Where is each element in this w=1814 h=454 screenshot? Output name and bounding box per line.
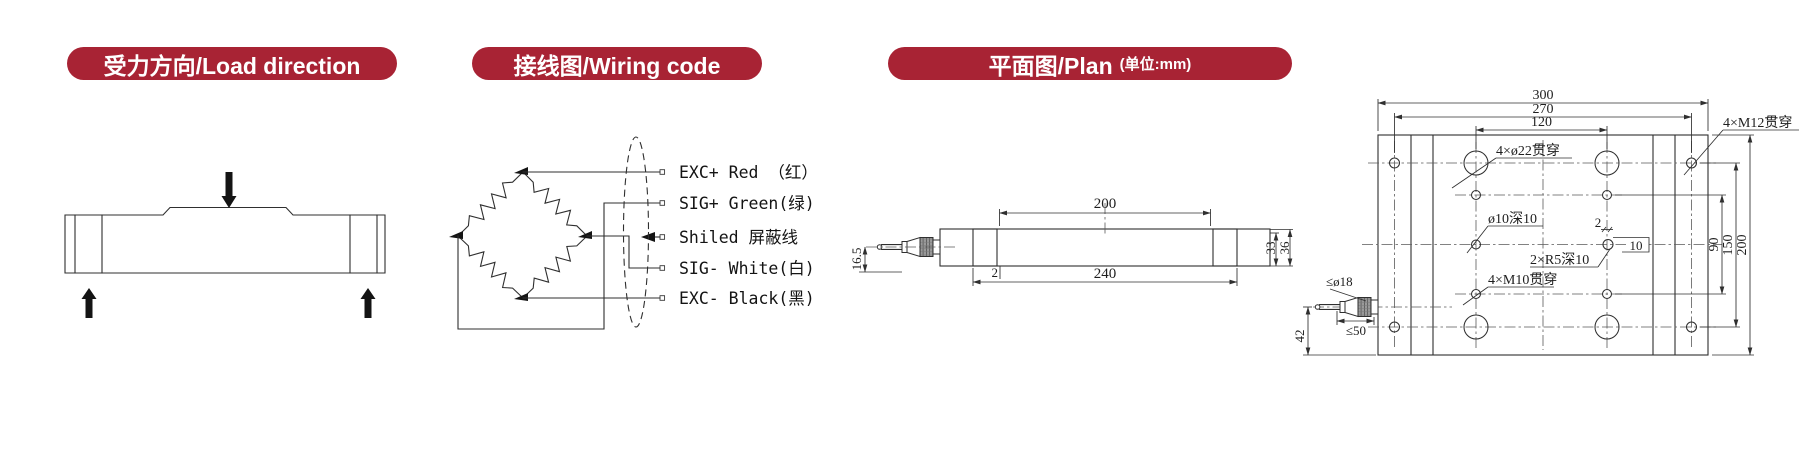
support-arrow-up-right-icon xyxy=(360,288,376,318)
plan-hole-o10 xyxy=(1470,239,1482,250)
bridge-node-markers xyxy=(449,167,592,301)
bridge-wires xyxy=(457,171,661,330)
plan-holes-o22 xyxy=(1463,150,1620,340)
header-load-direction-text: 受力方向/Load direction xyxy=(103,52,361,79)
wire-label-shield: Shiled 屏蔽线 xyxy=(679,228,798,247)
plan-holes-m10 xyxy=(1470,189,1613,300)
side-dim-top-length: 200 xyxy=(1094,196,1117,212)
header-plan-unit-text: (单位:mm) xyxy=(1119,56,1192,73)
plan-dim-height-outer: 200 xyxy=(1735,235,1750,256)
plan-dim-height-inner: 90 xyxy=(1707,238,1722,252)
plan-plate-edge-lines xyxy=(1410,134,1676,356)
side-dim-cable-height: 16.5 xyxy=(849,248,864,271)
plan-dim-cable-offset: 42 xyxy=(1292,330,1307,343)
wire-terminals xyxy=(659,169,666,301)
plan-label-holes-o22: 4×ø22贯穿 xyxy=(1496,143,1560,159)
section-header-wiring-code: 接线图/Wiring code xyxy=(472,47,762,80)
plan-cable-connector xyxy=(1314,296,1379,318)
plan-centerlines xyxy=(1313,140,1722,350)
beam-section-lines xyxy=(74,214,378,274)
plan-dim-slot-width: 2 xyxy=(1595,215,1602,230)
side-view-load-pad-right xyxy=(1212,228,1238,267)
plan-dim-width-inner: 120 xyxy=(1531,115,1552,130)
section-header-load-direction: 受力方向/Load direction xyxy=(67,47,397,80)
side-view-drawing: 200 240 2 33 36 16.5 xyxy=(849,196,1293,286)
wire-label-exc-minus: EXC- Black(黑) xyxy=(679,289,815,308)
plan-view-drawing: 300 270 120 90 150 200 xyxy=(1292,88,1799,356)
load-direction-diagram xyxy=(64,172,386,318)
wire-label-exc-plus: EXC+ Red （红） xyxy=(679,163,818,182)
plan-dim-cable-length: ≤50 xyxy=(1346,323,1366,338)
side-view-body xyxy=(939,228,1271,267)
section-header-plan: 平面图/Plan (单位:mm) xyxy=(888,47,1292,80)
plan-cable-dims: ≤ø18 ≤50 42 xyxy=(1292,274,1376,356)
header-wiring-code-text: 接线图/Wiring code xyxy=(513,52,721,79)
plan-label-holes-m10: 4×M10贯穿 xyxy=(1488,272,1557,288)
plan-dim-cable-dia: ≤ø18 xyxy=(1326,274,1353,289)
plan-label-holes-m12: 4×M12贯穿 xyxy=(1723,115,1792,131)
plan-hole-callouts: 4×ø22贯穿 4×M12贯穿 ø10深10 2×R5深10 4×M10贯穿 xyxy=(1451,115,1799,306)
plan-corner-holes-m12 xyxy=(1388,157,1698,333)
plan-dim-slot-length: 10 xyxy=(1630,238,1643,253)
plan-dim-width-bolt: 270 xyxy=(1533,102,1554,117)
cable-shield-ellipse xyxy=(622,136,650,328)
wire-labels: EXC+ Red （红） SIG+ Green(绿) Shiled 屏蔽线 SI… xyxy=(679,163,818,308)
wiring-diagram: EXC+ Red （红） SIG+ Green(绿) Shiled 屏蔽线 SI… xyxy=(449,136,818,330)
plan-dim-width-outer: 300 xyxy=(1533,88,1554,103)
plan-plate-outline xyxy=(1377,134,1709,356)
side-dim-outer-height: 36 xyxy=(1277,241,1292,255)
load-arrow-down-icon xyxy=(221,172,237,208)
side-view-load-pad-left xyxy=(972,228,998,267)
beam-outline xyxy=(64,206,386,274)
support-arrow-up-left-icon xyxy=(81,288,97,318)
side-dim-edge-offset: 2 xyxy=(992,265,999,280)
bridge-resistors xyxy=(457,171,588,299)
plan-slot-r5 xyxy=(1602,238,1614,251)
plan-dim-height-bolt: 150 xyxy=(1721,235,1736,256)
header-plan-text: 平面图/Plan xyxy=(988,52,1113,79)
side-dim-bottom-length: 240 xyxy=(1094,266,1117,282)
plan-label-slot-r5: 2×R5深10 xyxy=(1530,252,1589,268)
wire-label-sig-plus: SIG+ Green(绿) xyxy=(679,194,815,213)
plan-slot-dims: 2 10 xyxy=(1595,215,1650,253)
wire-label-sig-minus: SIG- White(白) xyxy=(679,259,815,278)
plan-label-hole-o10: ø10深10 xyxy=(1488,211,1537,227)
side-dim-inner-height: 33 xyxy=(1263,242,1278,255)
